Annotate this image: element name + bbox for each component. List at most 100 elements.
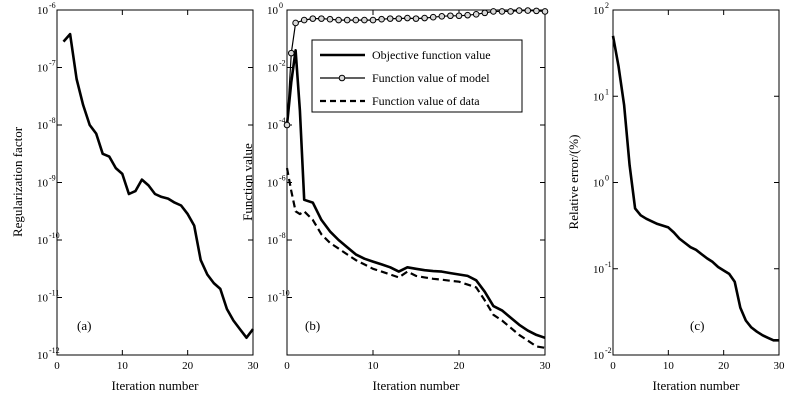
- y-tick-label: 10: [37, 120, 49, 132]
- series-marker: [464, 11, 471, 19]
- legend-label-model: Function value of model: [372, 71, 490, 85]
- y-tick-exponent: 0: [279, 1, 283, 10]
- y-tick-label: 10: [37, 178, 49, 190]
- y-tick-exponent: -7: [49, 59, 56, 68]
- series-marker: [288, 49, 295, 57]
- series-marker: [481, 9, 489, 17]
- y-tick-exponent: -8: [279, 231, 286, 240]
- panel-label: (c): [690, 318, 704, 333]
- series-marker: [404, 14, 411, 22]
- series-marker: [395, 15, 403, 22]
- x-tick-label: 0: [54, 360, 60, 372]
- series-marker: [438, 13, 446, 20]
- series-line: [285, 48, 546, 340]
- y-tick-label: 10: [37, 5, 49, 17]
- series-marker: [429, 13, 437, 21]
- panel-label: (b): [305, 318, 320, 333]
- x-tick-label: 0: [610, 360, 616, 372]
- x-tick-label: 0: [284, 360, 290, 372]
- series-marker: [335, 16, 342, 24]
- y-tick-exponent: -1: [605, 260, 612, 269]
- legend-label-objective: Objective function value: [372, 48, 491, 62]
- x-axis-label: Iteration number: [373, 378, 461, 393]
- panel-b: Iteration number Function value (b) Obje…: [240, 1, 551, 393]
- series-marker: [455, 12, 463, 20]
- y-tick-exponent: -8: [49, 116, 56, 125]
- y-tick-label: 10: [37, 235, 49, 247]
- y-tick-exponent: 2: [605, 1, 609, 10]
- legend-marker-model: [338, 74, 346, 82]
- y-tick-exponent: -10: [49, 231, 60, 240]
- series-marker: [498, 8, 506, 15]
- plot-frame: [56, 9, 254, 356]
- x-tick-label: 20: [454, 360, 466, 372]
- series-marker: [292, 19, 299, 27]
- x-tick-label: 30: [248, 360, 260, 372]
- series-marker: [533, 7, 540, 15]
- series-marker: [541, 8, 549, 15]
- series-marker: [412, 15, 420, 22]
- series-marker: [300, 16, 308, 24]
- y-tick-label: 10: [37, 293, 49, 305]
- y-tick-exponent: -6: [279, 174, 286, 183]
- panel-label: (a): [77, 318, 91, 333]
- y-tick-exponent: -12: [49, 346, 60, 355]
- x-tick-label: 10: [117, 360, 129, 372]
- series-marker: [343, 16, 351, 24]
- y-tick-label: 10: [593, 91, 605, 103]
- y-axis-label: Regularization factor: [10, 126, 25, 237]
- legend-label-data: Function value of data: [372, 94, 480, 108]
- x-tick-label: 30: [774, 360, 786, 372]
- series-marker: [421, 14, 428, 22]
- y-tick-exponent: -11: [49, 289, 59, 298]
- x-axis-label: Iteration number: [653, 378, 741, 393]
- series-marker: [318, 15, 325, 22]
- series-marker: [309, 15, 317, 22]
- x-tick-label: 10: [368, 360, 380, 372]
- x-tick-label: 30: [540, 360, 552, 372]
- series-marker: [515, 7, 523, 14]
- series-marker: [283, 121, 291, 129]
- y-tick-exponent: 1: [605, 87, 609, 96]
- series-marker: [361, 16, 368, 24]
- y-tick-label: 10: [593, 350, 605, 362]
- y-tick-exponent: -6: [49, 1, 56, 10]
- y-tick-label: 10: [267, 63, 279, 75]
- y-tick-label: 10: [267, 120, 279, 132]
- panel-a: Iteration number Regularization factor (…: [10, 1, 259, 393]
- series-marker: [507, 8, 514, 15]
- x-tick-label: 20: [718, 360, 730, 372]
- series-marker: [472, 11, 480, 18]
- series-marker: [447, 12, 454, 20]
- series-marker: [326, 15, 334, 23]
- y-axis-label: Relative error/(%): [566, 135, 581, 230]
- plot-frame: [612, 9, 780, 356]
- series-marker: [369, 16, 377, 24]
- y-tick-exponent: -2: [279, 59, 286, 68]
- y-tick-label: 10: [267, 5, 279, 17]
- series-marker: [524, 7, 532, 14]
- y-tick-exponent: -10: [279, 289, 290, 298]
- panel-c: Iteration number Relative error/(%) (c) …: [566, 1, 785, 393]
- y-axis-label: Function value: [240, 143, 255, 221]
- series-marker: [378, 15, 385, 23]
- series-marker: [352, 16, 360, 24]
- x-tick-label: 10: [663, 360, 675, 372]
- y-tick-exponent: -9: [49, 174, 56, 183]
- x-axis-label: Iteration number: [112, 378, 200, 393]
- series-marker: [490, 8, 497, 15]
- y-tick-label: 10: [593, 5, 605, 17]
- y-tick-label: 10: [267, 178, 279, 190]
- y-tick-exponent: 0: [605, 174, 609, 183]
- y-tick-label: 10: [267, 235, 279, 247]
- series-line: [611, 35, 779, 342]
- series-line: [62, 32, 255, 340]
- y-tick-exponent: -4: [279, 116, 286, 125]
- legend: Objective function value Function value …: [311, 39, 523, 113]
- x-tick-label: 20: [182, 360, 194, 372]
- y-tick-label: 10: [37, 350, 49, 362]
- series-line: [285, 167, 546, 349]
- series-marker: [386, 15, 394, 22]
- y-tick-exponent: -2: [605, 346, 612, 355]
